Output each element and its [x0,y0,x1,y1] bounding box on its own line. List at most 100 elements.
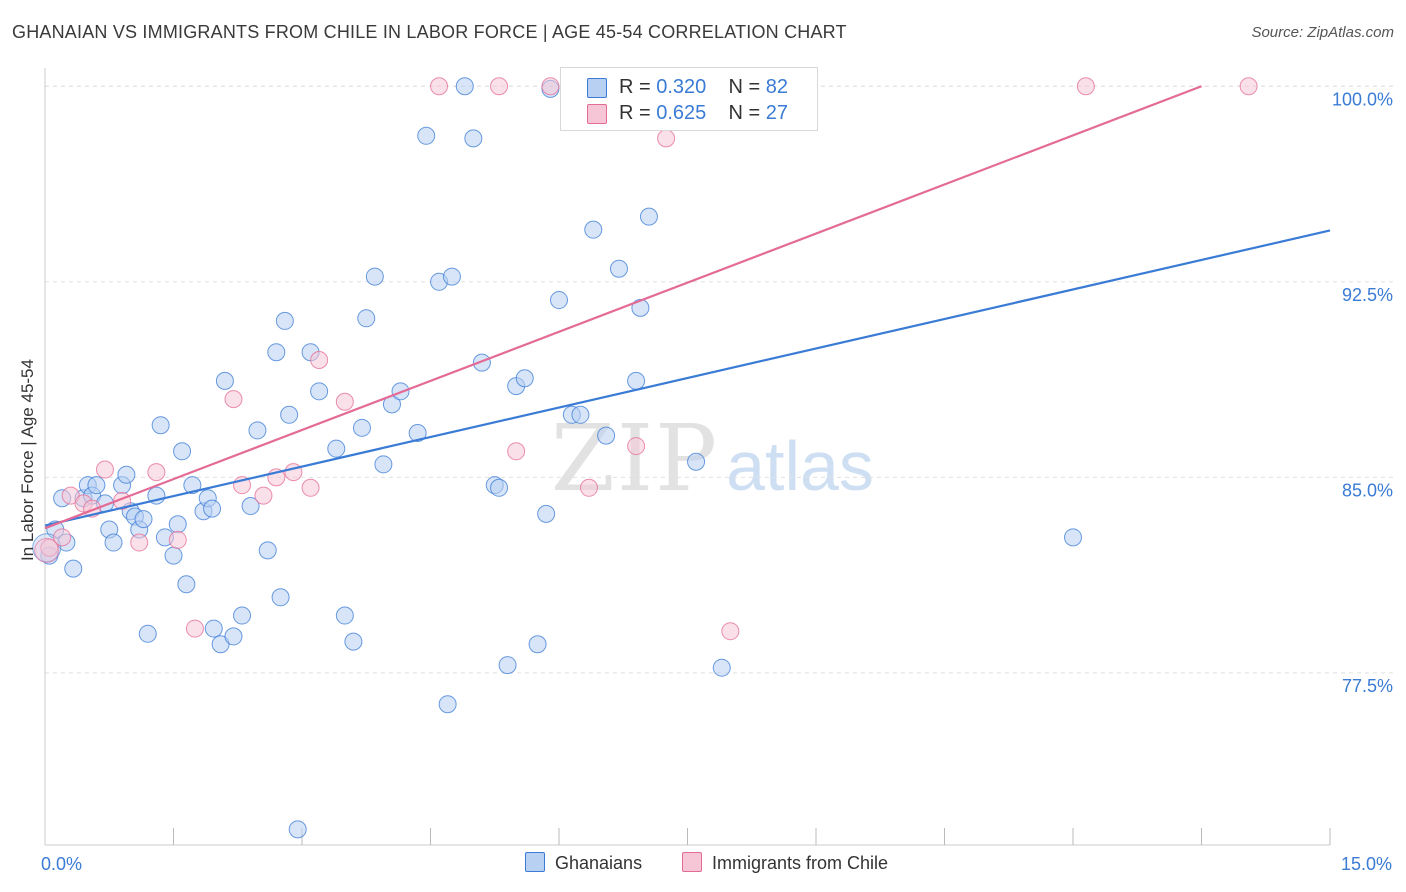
data-point [254,486,273,505]
data-point [472,353,491,372]
grid-lines [45,85,1395,674]
data-point [352,418,371,437]
data-point [571,405,590,424]
series-ghanaians [32,77,1082,839]
series-immigrants-from-chile [34,77,1258,641]
data-point [498,656,517,675]
data-point [233,606,252,625]
data-point [1076,77,1095,96]
data-point [335,392,354,411]
data-point [275,311,294,330]
data-point [104,533,123,552]
y-tick-labels: 100.0% 92.5% 85.0% 77.5% [1332,89,1393,696]
data-point [537,504,556,523]
data-point [515,369,534,388]
x-tick-labels: 0.0% 15.0% [41,854,1392,874]
legend-stats: R = 0.320 N = 82 R = 0.625 N = 27 [560,67,818,131]
data-point [87,476,106,495]
legend-swatch-ghanaians [525,852,545,872]
y-axis-label: In Labor Force | Age 45-54 [18,359,37,561]
legend-series: Ghanaians Immigrants from Chile [0,852,1406,876]
data-point [203,499,222,518]
data-point [490,478,509,497]
data-point [687,452,706,471]
y-tick-label: 100.0% [1332,89,1393,109]
legend-text-ghanaians: R = 0.320 N = 82 [619,76,788,99]
data-point [301,478,320,497]
r-value: 0.320 [656,76,707,98]
data-point [374,455,393,474]
data-point [550,291,568,310]
data-point [310,351,329,370]
data-point [134,510,153,529]
data-point [507,442,526,461]
r-value: 0.625 [656,102,707,124]
data-point [185,619,204,638]
data-point [130,533,149,552]
y-tick-label: 85.0% [1342,480,1393,500]
trend-line-ghanaians [44,229,1331,527]
data-point [438,695,457,714]
watermark-atlas: atlas [726,427,874,505]
data-point [442,267,461,286]
data-point [335,606,354,625]
data-point [224,627,243,646]
data-point [417,126,436,145]
data-point [177,575,196,594]
data-point [271,588,290,607]
data-point [464,129,483,148]
data-point [528,635,547,654]
data-point [327,439,346,458]
data-point [164,546,183,565]
data-point [224,390,243,409]
data-point [310,382,329,401]
data-point [204,619,223,638]
data-point [579,478,598,497]
data-point [344,632,363,651]
data-point [1239,77,1258,96]
trend-lines [44,85,1331,530]
data-point [430,77,449,96]
data-point [95,460,114,479]
legend-item-ghanaians: Ghanaians [525,852,642,874]
y-tick-label: 77.5% [1342,676,1393,696]
n-label: N = [728,102,766,124]
data-point [627,371,646,390]
legend-item-chile: Immigrants from Chile [682,852,888,874]
data-point [173,442,192,461]
n-value: 82 [765,76,789,98]
data-point [138,624,157,643]
data-point [639,207,658,226]
data-point [280,405,299,424]
data-point [365,267,384,286]
data-point [288,820,307,839]
data-point [597,426,616,445]
data-point [117,465,136,484]
x-tick-label: 15.0% [1341,854,1392,874]
data-point [53,528,72,547]
legend-text-chile: R = 0.625 N = 27 [619,102,788,125]
x-ticks [173,828,1331,845]
data-point [248,421,267,440]
y-tick-label: 92.5% [1342,285,1393,305]
data-point [64,559,83,578]
data-point [40,538,59,557]
n-value: 27 [765,102,789,124]
data-point [541,77,560,96]
data-point [151,416,170,435]
watermark: ZIP atlas [551,405,874,512]
data-point [147,463,166,482]
legend-swatch-chile [587,104,607,124]
data-point [357,309,376,328]
data-point [1064,528,1082,547]
source-credit: Source: ZipAtlas.com [1251,24,1394,41]
data-point [584,220,603,239]
data-point [490,77,509,96]
data-point [657,129,676,148]
data-point [258,541,277,560]
n-label: N = [728,76,766,98]
legend-label-chile: Immigrants from Chile [712,853,889,873]
chart-title: GHANAIAN VS IMMIGRANTS FROM CHILE IN LAB… [12,22,847,42]
data-point [408,424,427,443]
